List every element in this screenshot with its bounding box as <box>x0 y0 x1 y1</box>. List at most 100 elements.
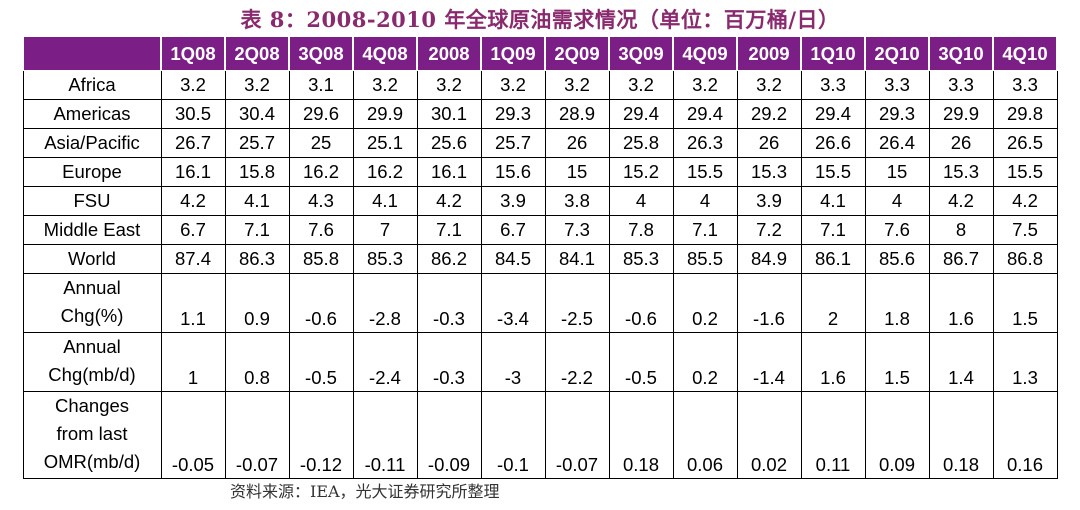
table-cell: 3.9 <box>480 186 546 216</box>
table-cell: 4 <box>608 186 674 216</box>
table-cell: 15.5 <box>800 157 866 187</box>
table-cell: 7.1 <box>800 215 866 245</box>
table-cell: 7.8 <box>608 215 674 245</box>
column-header: 1Q10 <box>800 36 866 71</box>
table-cell: 8 <box>928 215 994 245</box>
table-cell: 26 <box>544 128 610 158</box>
table-cell: 85.5 <box>672 244 738 274</box>
table-cell: 4.1 <box>224 186 290 216</box>
table-cell: 25.6 <box>416 128 482 158</box>
table-cell: 15.6 <box>480 157 546 187</box>
table-cell: 0.9 <box>224 273 290 333</box>
table-cell: 16.2 <box>288 157 354 187</box>
header-corner <box>22 36 162 71</box>
table-cell: 1.5 <box>992 273 1058 333</box>
table-cell: 0.16 <box>992 391 1058 479</box>
table-cell: 25.7 <box>480 128 546 158</box>
table-cell: 16.1 <box>160 157 226 187</box>
table-cell: 3.2 <box>608 70 674 100</box>
table-cell: 30.4 <box>224 99 290 129</box>
table-row: Africa 3.2 3.2 3.1 3.2 3.2 3.2 3.2 3.2 3.2 3.2 3.3 3… <box>22 70 1058 100</box>
table-cell: 1.8 <box>864 273 930 333</box>
source-note: 资料来源：IEA，光大证券研究所整理 <box>230 482 500 501</box>
table-cell: 29.9 <box>352 99 418 129</box>
table-cell: -0.12 <box>288 391 354 479</box>
table-cell: 86.1 <box>800 244 866 274</box>
row-label: World <box>22 244 162 274</box>
table-cell: 29.4 <box>608 99 674 129</box>
table-cell: 3.1 <box>288 70 354 100</box>
table-cell: 29.4 <box>800 99 866 129</box>
table-cell: 6.7 <box>480 215 546 245</box>
row-label-line: OMR(mb/d) <box>43 451 141 472</box>
table-cell: 3.2 <box>672 70 738 100</box>
table-cell: 29.3 <box>864 99 930 129</box>
row-label: Changes from last OMR(mb/d) <box>22 391 162 479</box>
table-cell: 29.3 <box>480 99 546 129</box>
row-label: Africa <box>22 70 162 100</box>
table-cell: -3 <box>480 332 546 392</box>
table-cell: -0.07 <box>224 391 290 479</box>
table-row: Middle East 6.7 7.1 7.6 7 7.1 6.7 7.3 7.8 7.1 7.2 7… <box>22 215 1058 245</box>
table-cell: 29.2 <box>736 99 802 129</box>
table-cell: -0.05 <box>160 391 226 479</box>
table-cell: 26.5 <box>992 128 1058 158</box>
row-label-line: Changes <box>54 395 130 416</box>
table-cell: 15.2 <box>608 157 674 187</box>
table-row: Annual Chg(%) 1.1 0.9 -0.6 -2.8 -0.3 -3.4 -2.5 -0… <box>22 273 1058 333</box>
table-cell: 1.5 <box>864 332 930 392</box>
table-cell: 30.1 <box>416 99 482 129</box>
table-title: 表 8：2008-2010 年全球原油需求情况（单位：百万桶/日） <box>240 7 840 32</box>
row-label: Americas <box>22 99 162 129</box>
table-cell: 25 <box>288 128 354 158</box>
table-cell: 26.3 <box>672 128 738 158</box>
table-cell: 3.2 <box>352 70 418 100</box>
table-cell: 4 <box>672 186 738 216</box>
row-label: FSU <box>22 186 162 216</box>
table-cell: 1.6 <box>800 332 866 392</box>
table-cell: 4.2 <box>416 186 482 216</box>
table-cell: 1.6 <box>928 273 994 333</box>
table-cell: 0.2 <box>672 273 738 333</box>
table-cell: -2.2 <box>544 332 610 392</box>
table-cell: 3.3 <box>800 70 866 100</box>
table-cell: 3.2 <box>224 70 290 100</box>
table-cell: 3.2 <box>544 70 610 100</box>
table-cell: 29.4 <box>672 99 738 129</box>
table-cell: 7 <box>352 215 418 245</box>
table-cell: 29.9 <box>928 99 994 129</box>
table-cell: -0.5 <box>608 332 674 392</box>
row-label-line: Chg(mb/d) <box>48 364 136 385</box>
table-row: Annual Chg(mb/d) 1 0.8 -0.5 -2.4 -0.3 -3 -2.2 -0.… <box>22 332 1058 392</box>
table-cell: 1.1 <box>160 273 226 333</box>
table-cell: 7.2 <box>736 215 802 245</box>
column-header: 4Q09 <box>672 36 738 71</box>
table-row: World 87.4 86.3 85.8 85.3 86.2 84.5 84.1 85.3 85.… <box>22 244 1058 274</box>
table-cell: 86.7 <box>928 244 994 274</box>
column-header: 2009 <box>736 36 802 71</box>
table-cell: 25.1 <box>352 128 418 158</box>
table-cell: -0.09 <box>416 391 482 479</box>
table-cell: 15.5 <box>992 157 1058 187</box>
table-cell: 26 <box>736 128 802 158</box>
column-header: 3Q08 <box>288 36 354 71</box>
table-cell: -0.11 <box>352 391 418 479</box>
table-cell: 4.2 <box>992 186 1058 216</box>
column-header: 4Q10 <box>992 36 1058 71</box>
table-cell: 28.9 <box>544 99 610 129</box>
table-cell: 26.7 <box>160 128 226 158</box>
table-cell: 4.3 <box>288 186 354 216</box>
row-label-line: Annual <box>63 336 121 357</box>
table-cell: 3.2 <box>480 70 546 100</box>
table-cell: 3.9 <box>736 186 802 216</box>
table-cell: 86.8 <box>992 244 1058 274</box>
table-cell: 4.2 <box>160 186 226 216</box>
table-cell: 86.3 <box>224 244 290 274</box>
table-row: Europe 16.1 15.8 16.2 16.2 16.1 15.6 15 15.2 15.5… <box>22 157 1058 187</box>
table-cell: 4.1 <box>800 186 866 216</box>
table-cell: 26 <box>928 128 994 158</box>
table-cell: 86.2 <box>416 244 482 274</box>
table-cell: 85.6 <box>864 244 930 274</box>
table-cell: 0.8 <box>224 332 290 392</box>
table-row: Americas 30.5 30.4 29.6 29.9 30.1 29.3 28.9 29.4… <box>22 99 1058 129</box>
